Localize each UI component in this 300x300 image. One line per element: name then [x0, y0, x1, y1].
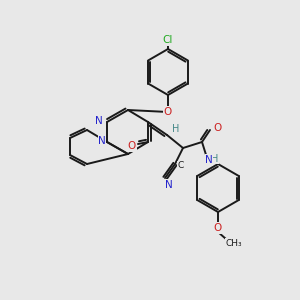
Text: N: N [95, 116, 103, 126]
Text: Cl: Cl [163, 35, 173, 45]
Text: O: O [214, 223, 222, 233]
Text: H: H [211, 154, 219, 164]
Text: O: O [128, 141, 136, 151]
Text: C: C [178, 161, 184, 170]
Text: N: N [205, 155, 213, 165]
Text: N: N [98, 136, 106, 146]
Text: O: O [164, 107, 172, 117]
Text: O: O [213, 123, 221, 133]
Text: H: H [172, 124, 180, 134]
Text: N: N [165, 180, 173, 190]
Text: CH₃: CH₃ [226, 238, 242, 247]
